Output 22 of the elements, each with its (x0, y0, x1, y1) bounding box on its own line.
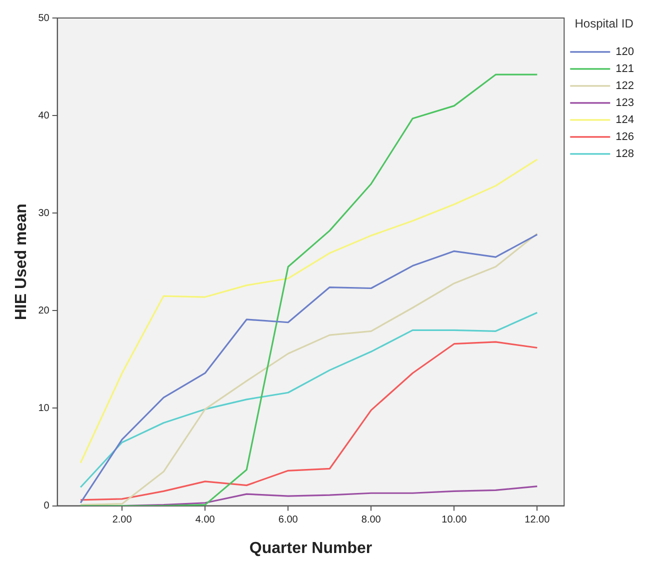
y-tick-label: 40 (38, 110, 50, 122)
legend-label: 122 (616, 80, 634, 92)
legend-label: 124 (616, 114, 634, 126)
legend-title: Hospital ID (574, 16, 634, 30)
x-tick-label: 6.00 (278, 514, 298, 526)
x-tick-label: 8.00 (361, 514, 382, 526)
legend-label: 128 (616, 148, 634, 160)
x-tick-label: 4.00 (195, 514, 216, 526)
x-tick-label: 10.00 (442, 514, 468, 526)
legend-label: 123 (616, 96, 634, 109)
y-tick-label: 30 (38, 208, 50, 219)
legend-label: 126 (616, 130, 634, 143)
y-axis-title: HIE Used mean (13, 204, 30, 320)
x-axis-title: Quarter Number (249, 540, 372, 557)
y-tick-label: 20 (38, 305, 50, 316)
x-tick-label: 2.00 (112, 514, 132, 526)
y-tick-label: 0 (44, 500, 50, 512)
legend-label: 120 (616, 46, 634, 58)
y-tick-label: 50 (38, 12, 50, 24)
y-tick-label: 10 (38, 402, 50, 414)
legend-label: 121 (616, 62, 634, 75)
x-tick-label: 12.00 (524, 514, 550, 526)
